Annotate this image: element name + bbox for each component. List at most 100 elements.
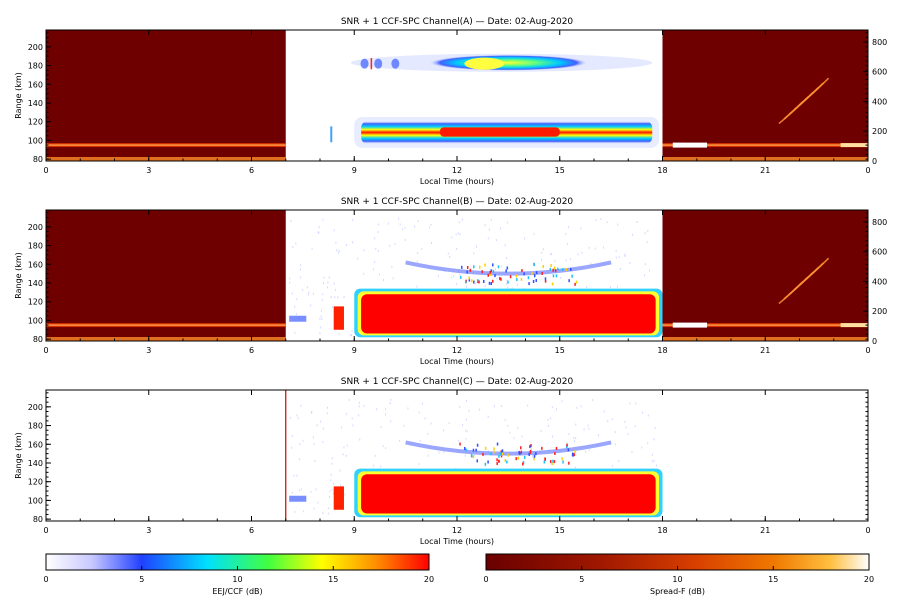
y-tick-label: 120 xyxy=(28,118,43,127)
night-layer-core xyxy=(662,144,868,146)
noise-speck xyxy=(647,442,649,445)
noise-speck xyxy=(473,252,475,255)
noise-speck xyxy=(414,225,416,228)
noise-speck xyxy=(352,219,354,222)
noise-speck xyxy=(614,431,616,434)
y-tick-label: 160 xyxy=(28,440,43,449)
noise-speck xyxy=(345,454,347,457)
noise-speck xyxy=(321,317,323,320)
x-tick-label: 3 xyxy=(146,526,151,535)
noise-speck xyxy=(319,326,321,329)
noise-speck xyxy=(296,298,298,301)
noise-speck xyxy=(376,408,378,411)
noise-speck xyxy=(595,219,597,222)
echo-150-speck xyxy=(528,282,530,286)
noise-speck xyxy=(317,231,319,234)
noise-speck xyxy=(455,283,457,286)
noise-speck xyxy=(291,435,293,438)
echo-150-speck xyxy=(544,277,547,281)
noise-speck xyxy=(629,402,631,405)
noise-speck xyxy=(399,439,401,442)
noise-speck xyxy=(318,231,320,234)
echo-150-speck xyxy=(463,447,466,451)
noise-speck xyxy=(624,253,626,256)
noise-speck xyxy=(294,510,296,513)
noise-speck xyxy=(500,227,502,230)
echo-150-speck xyxy=(466,270,468,274)
noise-speck xyxy=(291,446,293,449)
echo-150-speck xyxy=(552,459,554,463)
noise-speck xyxy=(311,247,313,250)
x-tick-label: 9 xyxy=(352,166,357,175)
noise-speck xyxy=(403,424,405,427)
noise-speck xyxy=(310,411,312,414)
noise-speck xyxy=(313,443,315,446)
echo-150-speck xyxy=(549,267,552,271)
x-tick-label: 6 xyxy=(249,526,254,535)
y-tick-label: 100 xyxy=(28,316,43,325)
noise-speck xyxy=(338,332,340,335)
noise-speck xyxy=(378,223,380,226)
noise-speck xyxy=(334,288,336,291)
noise-speck xyxy=(648,269,650,272)
noise-speck xyxy=(459,233,461,236)
colorbar-label: EEJ/CCF (dB) xyxy=(212,587,262,596)
echo-150-speck xyxy=(496,458,498,462)
noise-speck xyxy=(389,244,391,247)
noise-speck xyxy=(363,404,365,407)
noise-speck xyxy=(342,453,344,456)
echo-150-speck xyxy=(490,272,492,276)
y-tick-label: 180 xyxy=(28,62,43,71)
spread-f-streak xyxy=(804,77,830,101)
noise-speck xyxy=(329,495,331,498)
noise-speck xyxy=(398,217,400,220)
day-echoes xyxy=(285,390,663,521)
colorbar-tick-label: 0 xyxy=(43,575,48,584)
noise-speck xyxy=(418,411,420,414)
noise-speck xyxy=(331,457,333,460)
noise-speck xyxy=(484,454,486,457)
y-tick-label: 80 xyxy=(33,335,43,344)
noise-speck xyxy=(475,245,477,248)
noise-speck xyxy=(378,273,380,276)
noise-speck xyxy=(407,407,409,410)
noise-speck xyxy=(291,292,293,295)
noise-speck xyxy=(343,295,345,298)
x-tick-label: 9 xyxy=(352,346,357,355)
noise-speck xyxy=(616,285,618,288)
colorbar-tick-label: 15 xyxy=(328,575,338,584)
echo-150-speck xyxy=(500,452,502,456)
noise-speck xyxy=(351,330,353,333)
echo-150-blob xyxy=(360,58,369,69)
colorbar-tick-label: 5 xyxy=(579,575,584,584)
echo-150-speck xyxy=(484,263,486,267)
echo-150-speck xyxy=(501,452,504,456)
echo-150-speck xyxy=(561,268,564,272)
noise-speck xyxy=(504,244,506,247)
echo-150-speck xyxy=(521,269,523,273)
noise-speck xyxy=(382,278,384,281)
echo-150-speck xyxy=(553,460,556,464)
night-bottom-edge xyxy=(46,157,286,161)
echo-150-speck xyxy=(555,446,558,450)
noise-speck xyxy=(428,226,430,229)
noise-speck xyxy=(617,223,619,226)
noise-speck xyxy=(443,451,445,454)
noise-speck xyxy=(327,512,329,515)
noise-speck xyxy=(416,260,418,263)
echo-150-speck xyxy=(553,266,556,270)
noise-speck xyxy=(375,247,377,250)
noise-speck xyxy=(380,426,382,429)
echo-150-speck xyxy=(482,279,485,283)
noise-speck xyxy=(542,248,544,251)
noise-speck xyxy=(322,427,324,430)
noise-speck xyxy=(451,236,453,239)
noise-speck xyxy=(358,401,360,404)
noise-speck xyxy=(308,293,310,296)
noise-speck xyxy=(644,274,646,277)
noise-speck xyxy=(329,490,331,493)
echo-150-arc xyxy=(405,260,612,276)
echo-150-speck xyxy=(574,282,576,286)
echo-150-speck xyxy=(551,462,553,466)
